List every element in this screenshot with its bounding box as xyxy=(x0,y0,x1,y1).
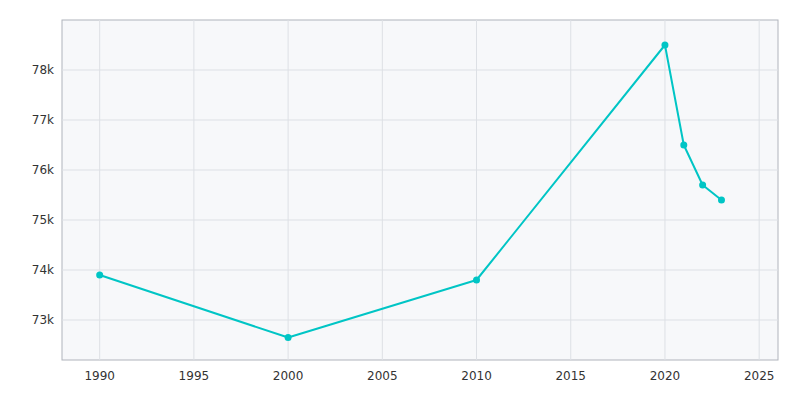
y-tick-label: 75k xyxy=(32,213,54,227)
line xyxy=(100,45,722,338)
y-grid-line xyxy=(62,170,778,171)
y-tick-label: 78k xyxy=(32,63,54,77)
y-tick-label: 77k xyxy=(32,113,54,127)
chart: 73k 74k 75k 76k 77k 78k 1990 1995 2000 2005 2010 20… xyxy=(0,0,800,400)
y-tick-label: 73k xyxy=(32,313,54,327)
x-tick-label: 2005 xyxy=(367,369,398,383)
marker xyxy=(661,42,668,49)
x-tick-label: 2015 xyxy=(555,369,586,383)
y-grid-line xyxy=(62,270,778,271)
x-tick-label: 1990 xyxy=(84,369,115,383)
x-grid-line xyxy=(664,20,665,360)
plot-frame xyxy=(62,20,778,360)
grid xyxy=(62,20,778,360)
y-grid-line xyxy=(62,220,778,221)
x-tick-label: 1995 xyxy=(179,369,210,383)
chart-container: 73k 74k 75k 76k 77k 78k 1990 1995 2000 2005 2010 20… xyxy=(0,0,800,400)
x-tick-label: 2025 xyxy=(744,369,775,383)
marker xyxy=(699,182,706,189)
x-grid-line xyxy=(193,20,194,360)
y-grid-line xyxy=(62,120,778,121)
axes: 73k 74k 75k 76k 77k 78k 1990 1995 2000 2005 2010 20… xyxy=(32,63,775,384)
x-grid-line xyxy=(288,20,289,360)
x-grid-line xyxy=(99,20,100,360)
x-tick-label: 2010 xyxy=(461,369,492,383)
x-grid-line xyxy=(476,20,477,360)
marker xyxy=(96,272,103,279)
marker xyxy=(718,197,725,204)
y-grid-line xyxy=(62,320,778,321)
page: {"chart_data": {"type": "line", "x": [19… xyxy=(0,0,800,400)
y-tick-label: 74k xyxy=(32,263,54,277)
series xyxy=(96,42,725,342)
marker xyxy=(680,142,687,149)
x-tick-label: 2020 xyxy=(650,369,681,383)
x-tick-label: 2000 xyxy=(273,369,304,383)
marker xyxy=(285,334,292,341)
marker xyxy=(473,277,480,284)
y-tick-label: 76k xyxy=(32,163,54,177)
x-grid-line xyxy=(759,20,760,360)
x-grid-line xyxy=(570,20,571,360)
